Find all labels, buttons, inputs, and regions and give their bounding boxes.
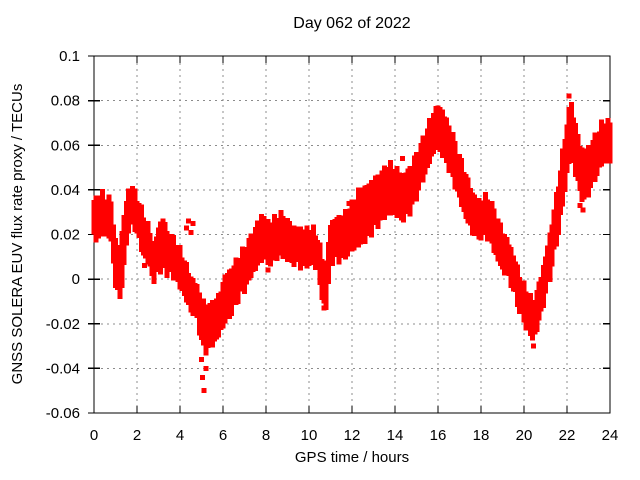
tick-labels: 0 2 4 6 8 10 12 14 16 18 20 22 24-0.06-0.04-0.0200.0… [46,48,619,444]
svg-text:0.06: 0.06 [51,137,80,154]
svg-text:-0.04: -0.04 [46,360,80,377]
svg-text:18: 18 [473,427,490,444]
svg-text:0.08: 0.08 [51,93,80,110]
svg-text:14: 14 [387,427,404,444]
svg-text:20: 20 [516,427,533,444]
x-axis-label: GPS time / hours [294,449,410,466]
svg-text:-0.06: -0.06 [46,405,80,422]
svg-text:2: 2 [133,427,141,444]
svg-text:4: 4 [176,427,184,444]
data-points [91,93,613,394]
svg-text:16: 16 [430,427,447,444]
svg-text:0.04: 0.04 [51,182,80,199]
svg-text:0: 0 [72,271,80,288]
svg-text:0: 0 [90,427,98,444]
svg-text:-0.02: -0.02 [46,316,80,333]
svg-text:22: 22 [559,427,576,444]
svg-text:0.02: 0.02 [51,227,80,244]
svg-text:8: 8 [262,427,270,444]
svg-text:12: 12 [344,427,361,444]
chart-title: Day 062 of 2022 [293,15,411,32]
svg-text:0.1: 0.1 [59,48,80,65]
svg-text:6: 6 [219,427,227,444]
svg-text:10: 10 [301,427,318,444]
svg-text:24: 24 [602,427,619,444]
